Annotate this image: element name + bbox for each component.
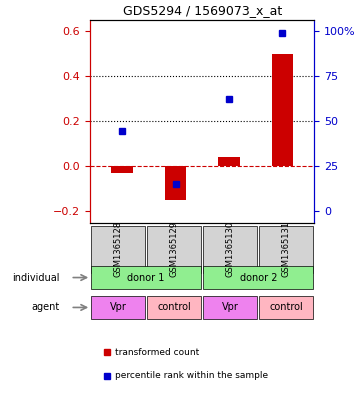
Text: Vpr: Vpr (110, 303, 126, 312)
Text: individual: individual (12, 273, 59, 283)
FancyBboxPatch shape (203, 226, 257, 273)
FancyBboxPatch shape (203, 296, 257, 319)
Text: percentile rank within the sample: percentile rank within the sample (115, 371, 269, 380)
Text: transformed count: transformed count (115, 348, 199, 357)
Text: GSM1365128: GSM1365128 (114, 221, 123, 277)
FancyBboxPatch shape (91, 266, 201, 289)
FancyBboxPatch shape (91, 296, 145, 319)
FancyBboxPatch shape (260, 296, 313, 319)
Text: GSM1365129: GSM1365129 (170, 221, 179, 277)
Text: donor 1: donor 1 (127, 273, 165, 283)
Bar (111, 166, 133, 173)
FancyBboxPatch shape (260, 226, 313, 273)
Bar (218, 157, 240, 166)
Text: GSM1365130: GSM1365130 (226, 221, 235, 277)
Bar (272, 53, 293, 166)
FancyBboxPatch shape (147, 296, 201, 319)
Text: agent: agent (31, 303, 59, 312)
Text: control: control (270, 303, 303, 312)
Text: GSM1365131: GSM1365131 (282, 221, 291, 277)
Title: GDS5294 / 1569073_x_at: GDS5294 / 1569073_x_at (123, 4, 282, 17)
FancyBboxPatch shape (91, 226, 145, 273)
Text: donor 2: donor 2 (240, 273, 277, 283)
FancyBboxPatch shape (147, 226, 201, 273)
FancyBboxPatch shape (203, 266, 313, 289)
Text: control: control (157, 303, 191, 312)
Bar (165, 166, 186, 200)
Text: Vpr: Vpr (222, 303, 239, 312)
